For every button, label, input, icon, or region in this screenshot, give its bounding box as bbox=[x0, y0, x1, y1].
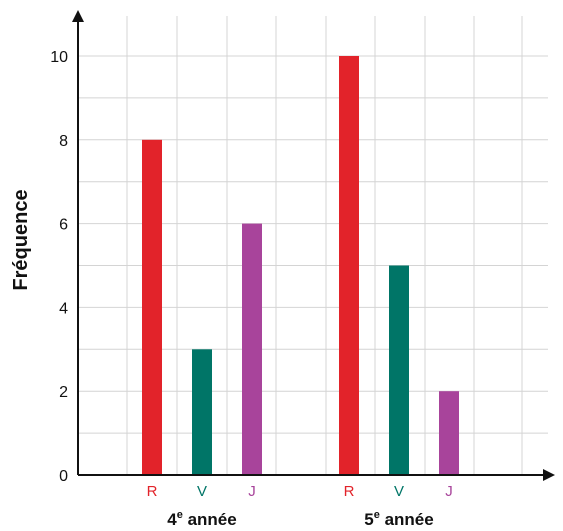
category-label: J bbox=[445, 483, 453, 500]
group-labels: 4e année 5e année bbox=[167, 509, 433, 529]
bar-v bbox=[192, 349, 212, 475]
group-label: 4e année bbox=[167, 509, 236, 529]
bar-v bbox=[389, 265, 409, 475]
y-tick-label: 8 bbox=[59, 133, 68, 150]
y-tick-label: 2 bbox=[59, 384, 68, 401]
category-label: V bbox=[394, 483, 404, 500]
category-label: V bbox=[197, 483, 207, 500]
y-tick-label: 6 bbox=[59, 217, 68, 234]
bar-r bbox=[339, 56, 359, 475]
y-axis-ticks: 0 2 4 6 8 10 bbox=[50, 49, 68, 485]
x-axis-arrow bbox=[543, 469, 555, 481]
y-tick-label: 10 bbox=[50, 49, 68, 66]
y-tick-label: 4 bbox=[59, 300, 68, 317]
group-label: 5e année bbox=[364, 509, 433, 529]
y-axis-title: Fréquence bbox=[10, 189, 32, 290]
category-label: R bbox=[147, 483, 158, 500]
bar-r bbox=[142, 139, 162, 476]
y-tick-label: 0 bbox=[59, 468, 68, 485]
chart-axes bbox=[72, 10, 555, 481]
bar-j bbox=[242, 223, 262, 475]
chart-bars bbox=[142, 56, 459, 476]
bar-j bbox=[439, 391, 459, 475]
category-label: R bbox=[344, 483, 355, 500]
y-axis-arrow bbox=[72, 10, 84, 22]
category-label: J bbox=[248, 483, 256, 500]
